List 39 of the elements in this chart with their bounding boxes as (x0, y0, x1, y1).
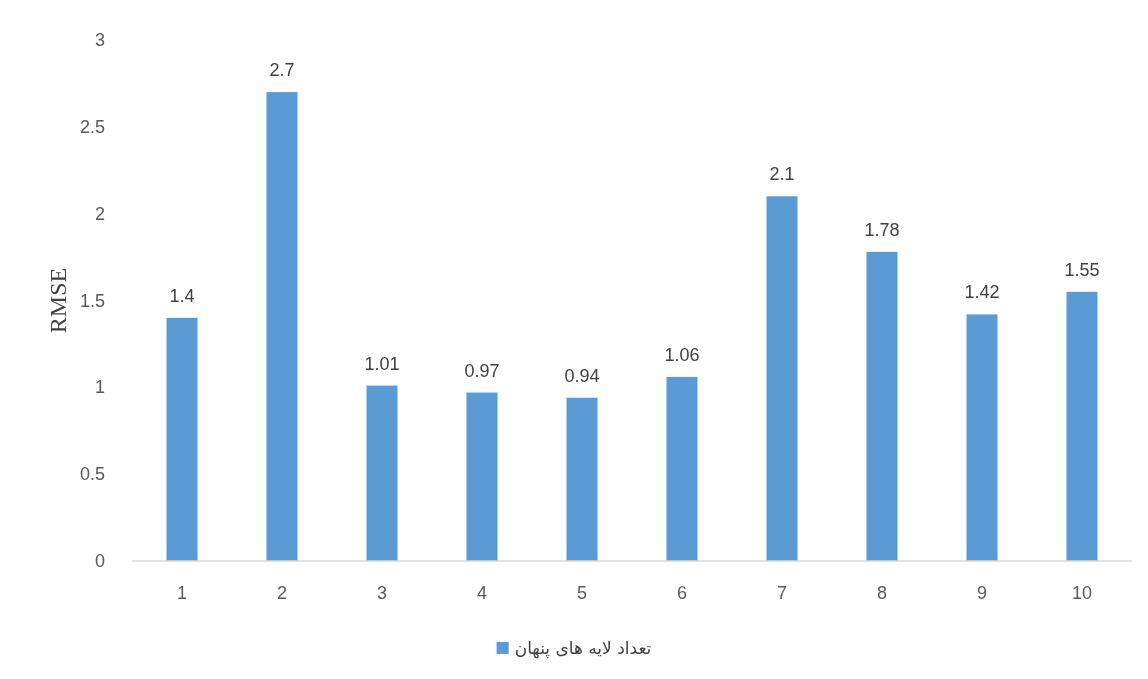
data-label: 1.06 (664, 344, 700, 365)
x-tick-label: 9 (976, 583, 988, 603)
y-tick-label: 1 (94, 377, 105, 398)
y-tick-label: 0.5 (79, 464, 105, 485)
x-tick-label: 6 (676, 583, 688, 603)
y-tick-label: 3 (94, 30, 105, 50)
bar (766, 196, 798, 561)
bar (566, 397, 598, 561)
x-tick-label: 8 (876, 583, 888, 603)
y-tick-label: 0 (94, 551, 105, 571)
data-label: 1.55 (1064, 259, 1100, 280)
data-label: 1.01 (364, 353, 400, 374)
x-tick-label: 5 (576, 583, 588, 603)
data-label: 2.7 (269, 60, 295, 81)
x-tick-label: 4 (476, 583, 488, 603)
bar (366, 385, 398, 561)
x-tick-label: 7 (776, 583, 788, 603)
data-label: 1.42 (964, 282, 1000, 303)
y-axis-title: RMSE (45, 267, 71, 334)
bar (266, 92, 298, 561)
bar (866, 251, 898, 561)
legend-label: تعداد لایه های پنهان (514, 638, 652, 659)
data-label: 1.78 (864, 219, 900, 240)
y-tick-label: 2 (94, 203, 105, 224)
y-tick-label: 1.5 (79, 290, 105, 311)
x-tick-label: 3 (376, 583, 388, 603)
bar (466, 392, 498, 561)
bar (966, 314, 998, 561)
x-tick-label: 1 (176, 583, 188, 603)
bar (1066, 291, 1098, 561)
data-label: 0.97 (464, 360, 500, 381)
bar (166, 317, 198, 561)
data-label: 0.94 (564, 365, 600, 386)
x-tick-label: 2 (276, 583, 288, 603)
data-label: 2.1 (769, 164, 795, 185)
y-tick-label: 2.5 (79, 116, 105, 137)
bar (666, 376, 698, 561)
x-tick-label: 10 (1071, 583, 1093, 603)
data-label: 1.4 (169, 285, 195, 306)
